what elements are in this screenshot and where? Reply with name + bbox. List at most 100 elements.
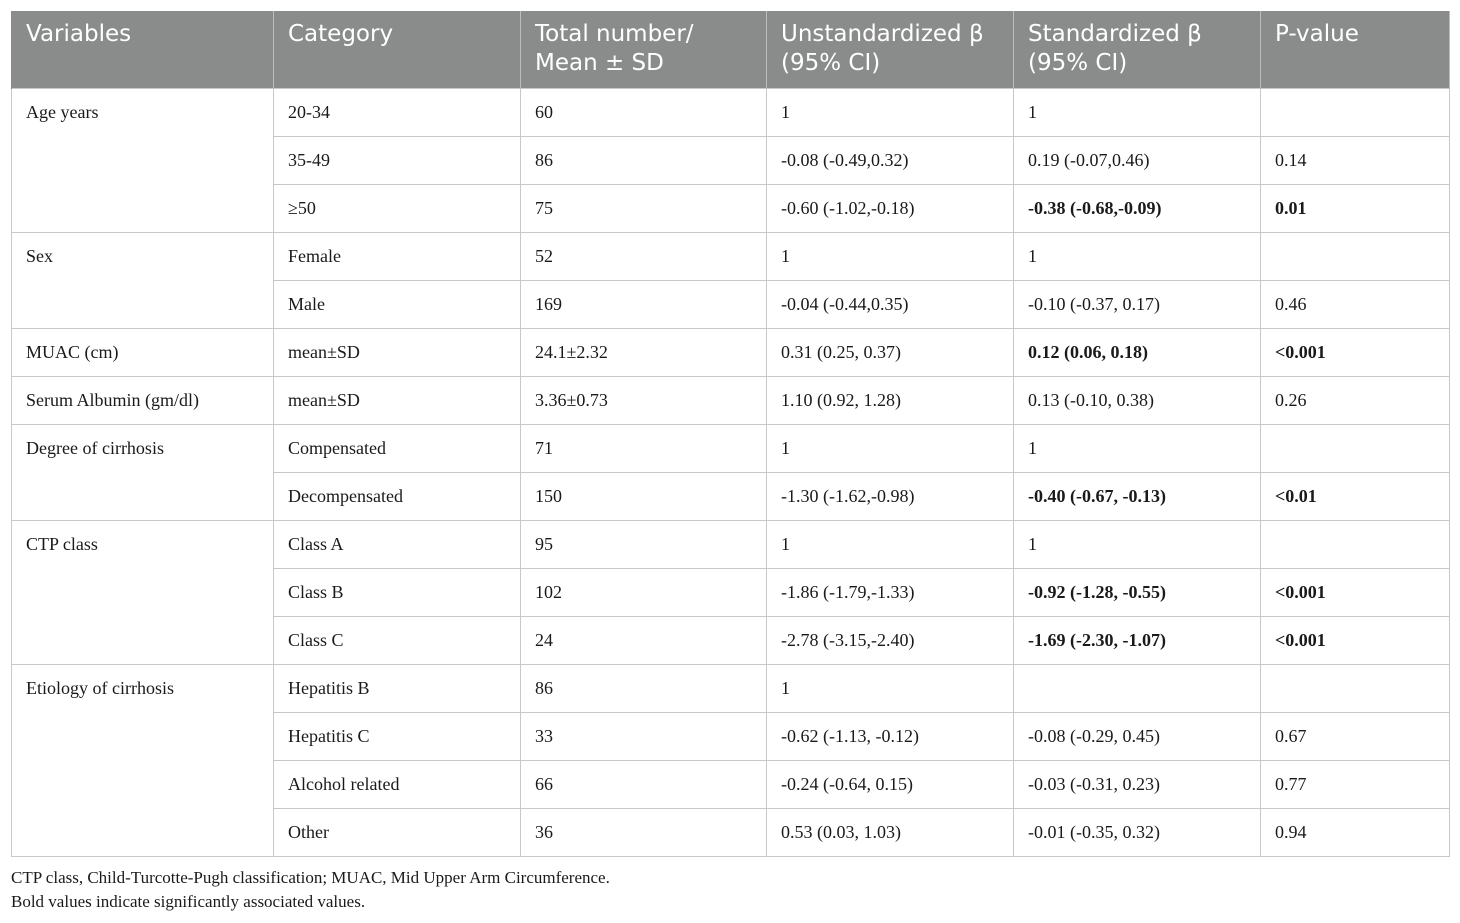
header-p-value-text: P-value — [1275, 21, 1359, 47]
cell-p-value: 0.77 — [1260, 760, 1450, 809]
cell-p-value: 0.46 — [1260, 280, 1450, 329]
cell-category: Male — [273, 280, 521, 329]
cell-total: 66 — [520, 760, 767, 809]
cell-variable: Etiology of cirrhosis — [11, 664, 274, 857]
regression-table: Variables Category Total number/ Mean ± … — [11, 11, 1450, 857]
header-standardized-beta-text: Standardized β (95% CI) — [1028, 21, 1202, 76]
cell-unstandardized-beta: -1.86 (-1.79,-1.33) — [766, 568, 1014, 617]
cell-unstandardized-beta: -0.08 (-0.49,0.32) — [766, 136, 1014, 185]
table-row: Degree of cirrhosis Compensated 71 1 1 — [11, 424, 1450, 521]
table-row: Etiology of cirrhosis Hepatitis B 86 1 — [11, 664, 1450, 857]
cell-category: 20-34 — [273, 88, 521, 137]
cell-standardized-beta: 1 — [1013, 88, 1261, 137]
cell-total: 24 — [520, 616, 767, 665]
cell-standardized-beta: 0.12 (0.06, 0.18) — [1013, 328, 1261, 377]
cell-category: mean±SD — [273, 376, 521, 425]
cell-total: 60 — [520, 88, 767, 137]
cell-unstandardized-beta: -0.24 (-0.64, 0.15) — [766, 760, 1014, 809]
cell-p-value: 0.01 — [1260, 184, 1450, 233]
cell-unstandardized-beta: 1 — [766, 520, 1014, 569]
table-row: CTP class Class A 95 1 1 — [11, 520, 1450, 665]
cell-category: Class B — [273, 568, 521, 617]
cell-standardized-beta — [1013, 664, 1261, 713]
cell-total: 86 — [520, 136, 767, 185]
cell-unstandardized-beta: 0.31 (0.25, 0.37) — [766, 328, 1014, 377]
cell-p-value: 0.26 — [1260, 376, 1450, 425]
cell-total: 24.1±2.32 — [520, 328, 767, 377]
cell-unstandardized-beta: -1.30 (-1.62,-0.98) — [766, 472, 1014, 521]
table-row: MUAC (cm) mean±SD 24.1±2.32 0.31 (0.25, 0.3… — [11, 328, 1450, 377]
cell-standardized-beta: 1 — [1013, 520, 1261, 569]
cell-standardized-beta: 1 — [1013, 232, 1261, 281]
cell-p-value: <0.001 — [1260, 616, 1450, 665]
cell-total: 169 — [520, 280, 767, 329]
header-variables: Variables — [11, 11, 274, 89]
header-category: Category — [273, 11, 521, 89]
cell-total: 33 — [520, 712, 767, 761]
cell-total: 52 — [520, 232, 767, 281]
header-standardized-beta: Standardized β (95% CI) — [1013, 11, 1261, 89]
cell-p-value — [1260, 664, 1450, 713]
cell-p-value: <0.01 — [1260, 472, 1450, 521]
table-body: Age years 20-34 60 1 1 35-49 86 -0.08 (-0.49,0.… — [11, 88, 1450, 857]
cell-category: Class C — [273, 616, 521, 665]
cell-standardized-beta: 0.19 (-0.07,0.46) — [1013, 136, 1261, 185]
cell-unstandardized-beta: 1 — [766, 232, 1014, 281]
cell-p-value: <0.001 — [1260, 328, 1450, 377]
cell-p-value: <0.001 — [1260, 568, 1450, 617]
cell-standardized-beta: -0.38 (-0.68,-0.09) — [1013, 184, 1261, 233]
cell-variable: MUAC (cm) — [11, 328, 274, 377]
cell-p-value: 0.14 — [1260, 136, 1450, 185]
cell-p-value — [1260, 232, 1450, 281]
table-row: Male 169 -0.04 (-0.44,0.35) -0.10 (-0.37, 0… — [12, 280, 1450, 329]
cell-p-value: 0.94 — [1260, 808, 1450, 857]
cell-category: Female — [273, 232, 521, 281]
cell-standardized-beta: -0.01 (-0.35, 0.32) — [1013, 808, 1261, 857]
table-header: Variables Category Total number/ Mean ± … — [11, 11, 1450, 89]
cell-standardized-beta: -1.69 (-2.30, -1.07) — [1013, 616, 1261, 665]
header-total-text: Total number/ Mean ± SD — [535, 21, 694, 76]
table-row: 35-49 86 -0.08 (-0.49,0.32) 0.19 (-0.07,0.4… — [12, 136, 1450, 185]
cell-category: ≥50 — [273, 184, 521, 233]
cell-category: Decompensated — [273, 472, 521, 521]
cell-variable: Serum Albumin (gm/dl) — [11, 376, 274, 425]
cell-total: 71 — [520, 424, 767, 473]
header-p-value: P-value — [1260, 11, 1450, 89]
cell-unstandardized-beta: -0.04 (-0.44,0.35) — [766, 280, 1014, 329]
footnote-abbreviations: CTP class, Child-Turcotte-Pugh classific… — [11, 868, 610, 887]
cell-p-value — [1260, 88, 1450, 137]
table-row: ≥50 75 -0.60 (-1.02,-0.18) -0.38 (-0.68,-0.… — [12, 184, 1450, 233]
cell-p-value — [1260, 520, 1450, 569]
cell-standardized-beta: -0.03 (-0.31, 0.23) — [1013, 760, 1261, 809]
cell-standardized-beta: -0.08 (-0.29, 0.45) — [1013, 712, 1261, 761]
header-category-text: Category — [288, 21, 394, 47]
table-row: Class C 24 -2.78 (-3.15,-2.40) -1.69 (-2.30… — [12, 616, 1450, 665]
header-total: Total number/ Mean ± SD — [520, 11, 767, 89]
cell-category: Alcohol related — [273, 760, 521, 809]
cell-unstandardized-beta: 1 — [766, 88, 1014, 137]
cell-standardized-beta: -0.40 (-0.67, -0.13) — [1013, 472, 1261, 521]
cell-total: 3.36±0.73 — [520, 376, 767, 425]
cell-category: Other — [273, 808, 521, 857]
cell-standardized-beta: -0.92 (-1.28, -0.55) — [1013, 568, 1261, 617]
cell-category: Hepatitis B — [273, 664, 521, 713]
header-unstandardized-beta: Unstandardized β (95% CI) — [766, 11, 1014, 89]
table-row: Other 36 0.53 (0.03, 1.03) -0.01 (-0.35, 0.… — [12, 808, 1450, 857]
cell-unstandardized-beta: -0.62 (-1.13, -0.12) — [766, 712, 1014, 761]
header-row: Variables Category Total number/ Mean ± … — [11, 11, 1450, 89]
cell-variable: CTP class — [11, 520, 274, 665]
table-row: Sex Female 52 1 1 — [11, 232, 1450, 329]
table-footnotes: CTP class, Child-Turcotte-Pugh classific… — [11, 866, 610, 914]
cell-category: mean±SD — [273, 328, 521, 377]
cell-category: Class A — [273, 520, 521, 569]
cell-unstandardized-beta: 1.10 (0.92, 1.28) — [766, 376, 1014, 425]
cell-standardized-beta: 0.13 (-0.10, 0.38) — [1013, 376, 1261, 425]
cell-category: 35-49 — [273, 136, 521, 185]
cell-standardized-beta: -0.10 (-0.37, 0.17) — [1013, 280, 1261, 329]
cell-unstandardized-beta: 1 — [766, 664, 1014, 713]
cell-total: 102 — [520, 568, 767, 617]
cell-unstandardized-beta: -0.60 (-1.02,-0.18) — [766, 184, 1014, 233]
table-row: Age years 20-34 60 1 1 — [11, 88, 1450, 233]
cell-standardized-beta: 1 — [1013, 424, 1261, 473]
cell-unstandardized-beta: 1 — [766, 424, 1014, 473]
